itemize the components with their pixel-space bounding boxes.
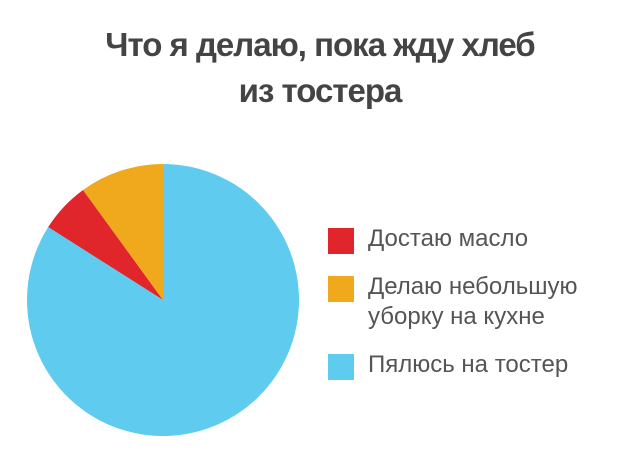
chart-title: Что я делаю, пока жду хлеб из тостера [105,26,535,109]
legend-swatch [328,276,354,302]
legend-swatch [328,354,354,380]
legend-label: Достаю масло [368,225,529,252]
legend-item: Достаю масло [328,224,608,254]
legend-item: Пялюсь на тостер [328,350,608,380]
pie-slice [83,164,163,300]
legend-label: Делаю небольшую уборку на кухне [368,273,578,330]
pie-slice [26,164,299,436]
legend: Достаю масло Делаю небольшую уборку на ку… [328,224,608,398]
legend-swatch [328,228,354,254]
legend-item: Делаю небольшую уборку на кухне [328,272,608,332]
legend-label: Пялюсь на тостер [368,351,569,378]
pie-slice [48,189,163,300]
